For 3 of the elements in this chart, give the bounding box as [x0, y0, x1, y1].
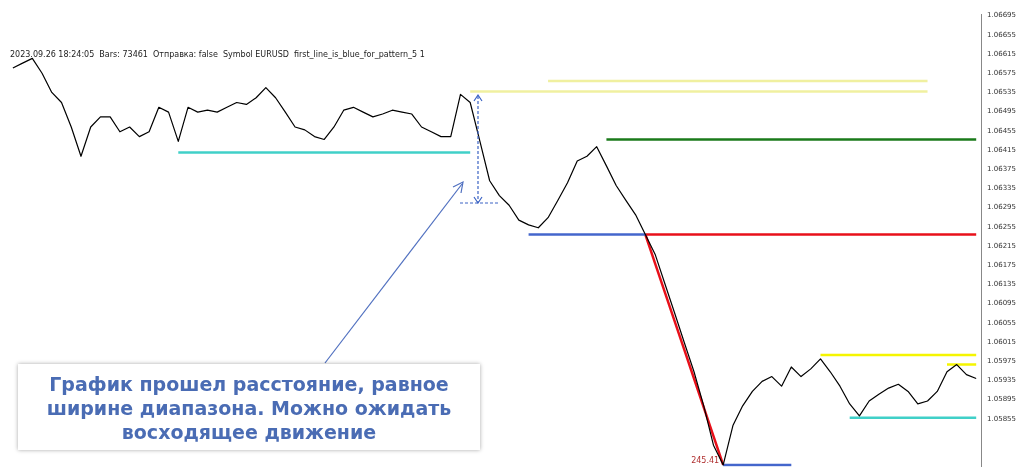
annotation: 245.41 — [691, 455, 720, 465]
annotation: График прошел расстояние, равное ширине диапазона. Можно ожидать восходящее движение — [18, 364, 480, 450]
annotation: 2023.09.26 18:24:05 Bars: 73461 Отправка: false Symbol EURUSD first_line_is_blue_for_pattern_5 1 — [10, 50, 425, 60]
